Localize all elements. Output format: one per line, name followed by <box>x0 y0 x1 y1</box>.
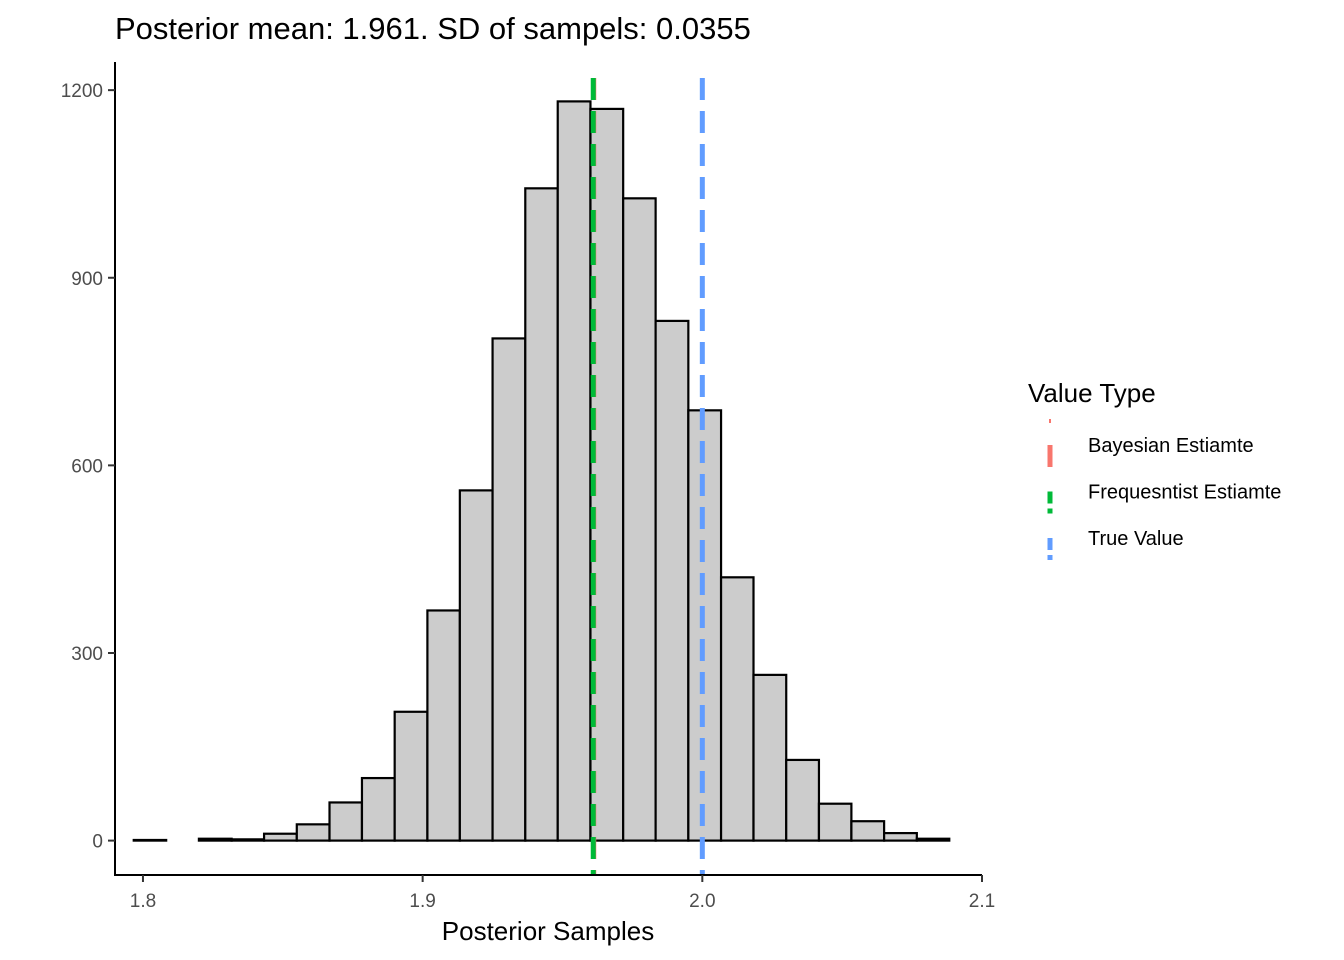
histogram-bar <box>360 776 396 842</box>
x-tick-label: 2.1 <box>969 891 995 912</box>
histogram-bar <box>328 801 364 842</box>
histogram-bar <box>295 823 331 842</box>
x-axis-title: Posterior Samples <box>442 916 654 946</box>
histogram-bar <box>883 831 918 842</box>
legend-label: Bayesian Estiamte <box>1088 435 1254 457</box>
y-tick-label: 0 <box>92 832 103 853</box>
legend-title: Value Type <box>1028 378 1156 408</box>
chart-title: Posterior mean: 1.961. SD of sampels: 0.… <box>115 11 751 46</box>
y-tick-label: 900 <box>71 269 103 290</box>
legend-label: Frequesntist Estiamte <box>1088 482 1281 504</box>
x-tick-label: 1.9 <box>409 891 435 912</box>
histogram-bar <box>132 838 168 842</box>
histogram-bar <box>426 609 461 842</box>
histogram-bar <box>262 832 298 842</box>
histogram-bar <box>458 489 494 842</box>
x-axis-ticks: 1.8 1.9 2.0 2.1 <box>130 875 995 912</box>
histogram-bar <box>915 837 951 842</box>
histogram-bar <box>785 758 821 842</box>
histogram-bar <box>556 100 592 842</box>
histogram-bar <box>850 820 886 842</box>
histogram-bar <box>491 337 527 842</box>
histogram-bar <box>752 673 788 842</box>
reference-lines <box>590 78 705 875</box>
legend-label: True Value <box>1088 528 1184 550</box>
legend: Value Type Bayesian Estiamte Frequesntist… <box>1028 378 1281 560</box>
histogram-bar <box>230 838 266 842</box>
histogram-bar <box>197 837 233 842</box>
y-tick-label: 600 <box>71 456 103 477</box>
y-tick-label: 300 <box>71 644 103 665</box>
histogram-bar <box>524 187 559 842</box>
histogram-bar <box>654 319 690 842</box>
y-tick-label: 1200 <box>61 81 103 102</box>
histogram-bar <box>393 710 429 842</box>
y-axis-ticks: 0 300 600 900 1200 <box>61 81 115 853</box>
histogram-bars <box>132 100 951 842</box>
histogram-bar <box>719 576 755 842</box>
histogram-bar <box>622 197 657 842</box>
histogram-bar <box>817 802 853 842</box>
x-tick-label: 1.8 <box>130 891 156 912</box>
x-tick-label: 2.0 <box>689 891 715 912</box>
